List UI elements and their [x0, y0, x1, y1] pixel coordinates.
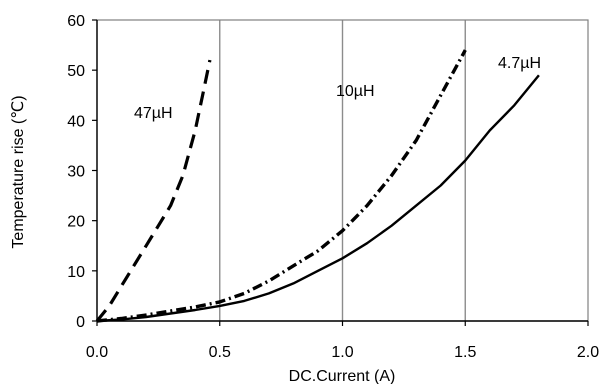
- series-label-4-7uh: 4.7µH: [498, 55, 541, 72]
- series-line-0: [95, 59, 212, 323]
- x-tick-label: 1.5: [454, 344, 476, 361]
- x-axis-label: DC.Current (A): [289, 368, 396, 384]
- series-line-1: [96, 49, 467, 323]
- y-tick-label: 20: [67, 214, 85, 231]
- y-tick-label: 30: [67, 164, 85, 181]
- y-tick-label: 40: [67, 113, 85, 130]
- axes: [92, 19, 589, 326]
- y-tick-label: 60: [67, 13, 85, 30]
- x-tick-label: 1.0: [331, 344, 353, 361]
- x-tick-label: 0.5: [209, 344, 231, 361]
- y-tick-label: 50: [67, 63, 85, 80]
- y-axis-label: Temperature rise (℃): [10, 95, 27, 248]
- grid-lines: [219, 20, 466, 321]
- y-tick-label: 0: [76, 314, 85, 331]
- x-tick-label: 0.0: [86, 344, 108, 361]
- x-tick-label: 2.0: [577, 344, 599, 361]
- series-group: [95, 49, 540, 323]
- series-label-10uh: 10µH: [336, 83, 375, 100]
- y-tick-labels: 0 10 20 30 40 50 60: [67, 13, 85, 331]
- x-tick-labels: 0.0 0.5 1.0 1.5 2.0: [86, 344, 599, 361]
- series-label-47uh: 47µH: [134, 105, 173, 122]
- series-line-2: [96, 74, 540, 323]
- y-tick-label: 10: [67, 264, 85, 281]
